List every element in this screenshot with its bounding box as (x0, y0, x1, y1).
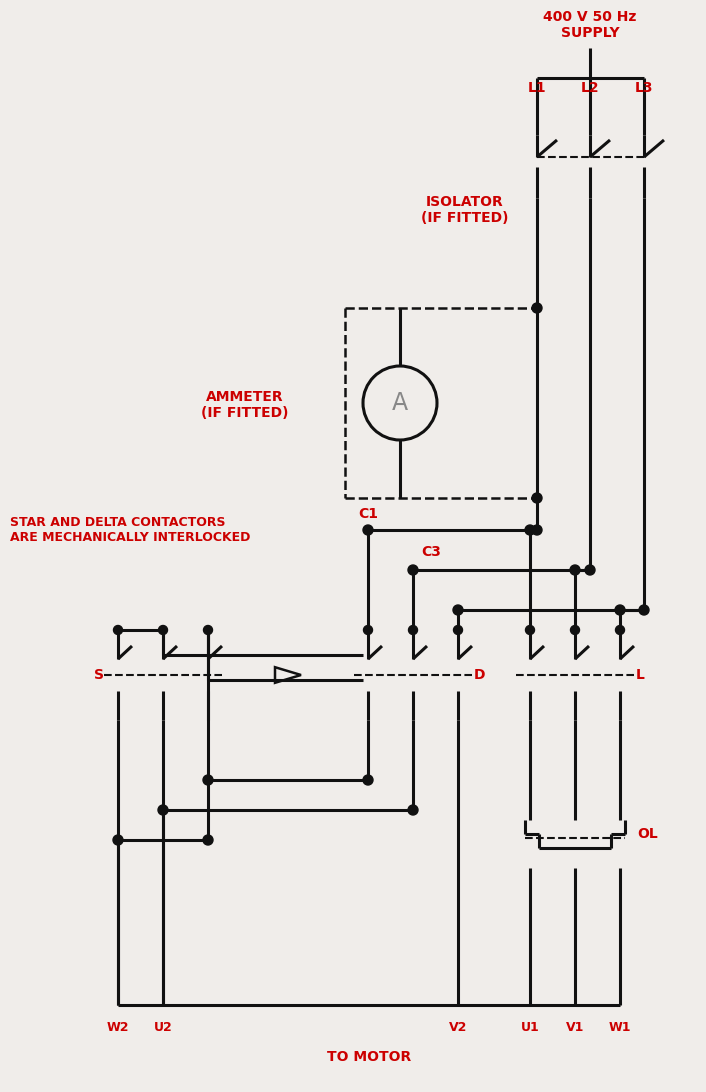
Text: TO MOTOR: TO MOTOR (327, 1051, 411, 1064)
Text: L1: L1 (527, 81, 546, 95)
Circle shape (532, 525, 542, 535)
Circle shape (364, 626, 373, 634)
Circle shape (453, 626, 462, 634)
Text: V2: V2 (449, 1021, 467, 1034)
Circle shape (570, 626, 580, 634)
Circle shape (525, 626, 534, 634)
Text: U1: U1 (520, 1021, 539, 1034)
Circle shape (203, 835, 213, 845)
Text: L2: L2 (581, 81, 599, 95)
Circle shape (532, 302, 542, 313)
Circle shape (113, 835, 123, 845)
Circle shape (409, 626, 417, 634)
Circle shape (408, 565, 418, 575)
Text: S: S (94, 668, 104, 682)
Circle shape (532, 492, 542, 503)
Circle shape (363, 775, 373, 785)
Text: 400 V 50 Hz
SUPPLY: 400 V 50 Hz SUPPLY (544, 10, 637, 40)
Circle shape (114, 626, 123, 634)
Text: OL: OL (637, 827, 658, 841)
Text: L: L (636, 668, 645, 682)
Text: W1: W1 (609, 1021, 631, 1034)
Text: W2: W2 (107, 1021, 129, 1034)
Circle shape (525, 525, 535, 535)
Circle shape (159, 626, 167, 634)
Text: V1: V1 (566, 1021, 584, 1034)
Circle shape (203, 626, 213, 634)
Text: C3: C3 (421, 545, 441, 559)
Circle shape (408, 805, 418, 815)
Circle shape (585, 565, 595, 575)
Text: AMMETER
(IF FITTED): AMMETER (IF FITTED) (201, 390, 289, 420)
Circle shape (639, 605, 649, 615)
Text: C1: C1 (358, 507, 378, 521)
Circle shape (616, 626, 625, 634)
Circle shape (615, 605, 625, 615)
Circle shape (158, 805, 168, 815)
Text: ISOLATOR
(IF FITTED): ISOLATOR (IF FITTED) (421, 194, 509, 225)
Text: L3: L3 (635, 81, 653, 95)
Circle shape (363, 525, 373, 535)
Text: D: D (474, 668, 486, 682)
Circle shape (570, 565, 580, 575)
Circle shape (453, 605, 463, 615)
Text: STAR AND DELTA CONTACTORS
ARE MECHANICALLY INTERLOCKED: STAR AND DELTA CONTACTORS ARE MECHANICAL… (10, 517, 251, 544)
Text: A: A (392, 391, 408, 415)
Text: U2: U2 (154, 1021, 172, 1034)
Circle shape (203, 775, 213, 785)
